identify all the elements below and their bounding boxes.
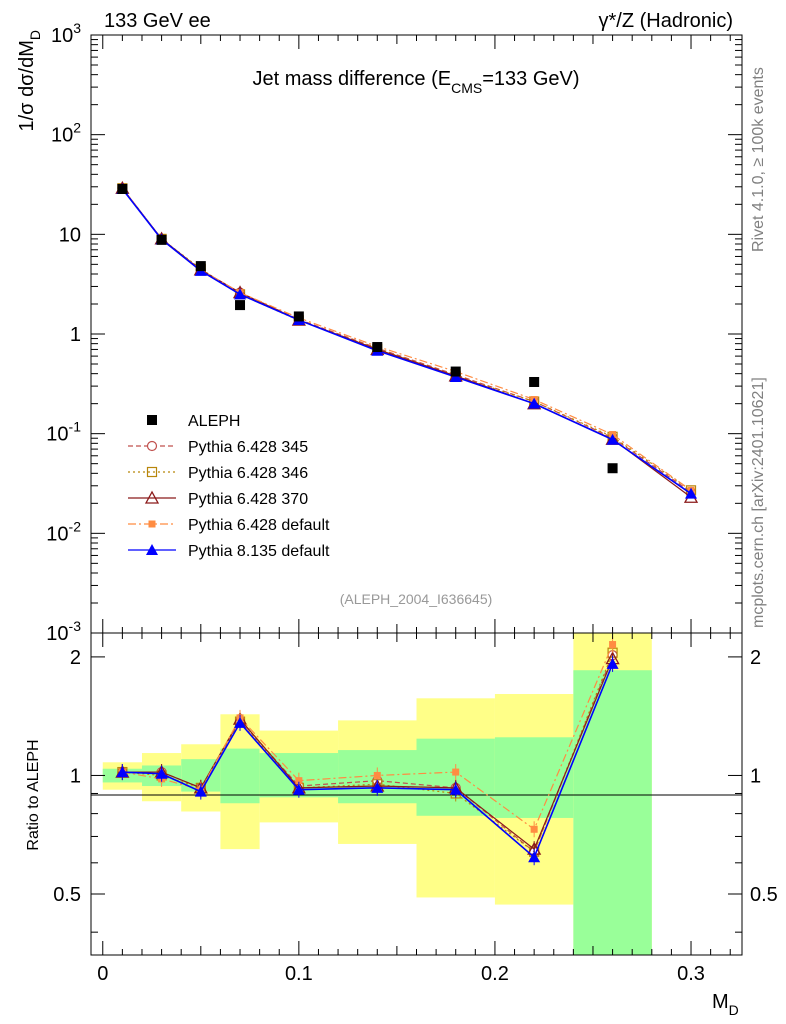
legend-marker-aleph <box>147 415 157 425</box>
main-series-line <box>121 188 692 495</box>
aleph-data-point <box>529 376 540 387</box>
main-title: Jet mass difference (ECMS=133 GeV) <box>252 68 579 96</box>
main-y-tick-label: 103 <box>51 20 81 47</box>
legend-marker <box>146 544 158 555</box>
ratio-series-layer <box>115 636 620 866</box>
aleph-data-point <box>156 234 167 245</box>
rivet-label: Rivet 4.1.0, ≥ 100k events <box>750 67 767 252</box>
header-right-label: γ*/Z (Hadronic) <box>599 10 733 32</box>
ratio-y-axis-label: Ratio to ALEPH <box>25 739 42 850</box>
ratio-series-point <box>452 768 460 776</box>
aleph-data-point <box>235 300 246 311</box>
ratio-series-point <box>116 766 129 778</box>
aleph-data-point <box>372 342 383 353</box>
legend-marker <box>144 490 160 504</box>
ratio-band-inner <box>573 670 652 955</box>
main-series-point <box>234 288 247 300</box>
legend-entry-label: Pythia 6.428 346 <box>188 465 308 482</box>
main-y-axis-label-sub: D <box>27 30 43 40</box>
legend-marker <box>146 466 158 478</box>
ratio-series-point <box>449 783 462 795</box>
ratio-tick-layer: 0.5 0.5 1 1 2 2 0 0.1 0.2 0.3 <box>53 633 778 985</box>
ratio-series-line <box>122 654 614 853</box>
legend-marker <box>148 520 156 528</box>
main-title-tail: =133 GeV) <box>482 68 579 90</box>
ratio-series-point <box>530 825 538 833</box>
main-y-tick-label: 10-1 <box>46 419 81 446</box>
ratio-y-tick-label-right: 0.5 <box>750 884 778 906</box>
ratio-series-point <box>295 777 303 785</box>
legend-marker <box>146 440 158 452</box>
ratio-panel: 0.5 0.5 1 1 2 2 0 0.1 0.2 0.3 Ratio to ALEPH MD <box>25 632 778 1018</box>
legend-entry-label: Pythia 8.135 default <box>188 543 330 560</box>
aleph-data-point <box>117 184 128 195</box>
aleph-data-point <box>293 311 304 322</box>
legend-entry-label: Pythia 6.428 345 <box>188 439 308 456</box>
main-title-sub: CMS <box>451 80 482 96</box>
legend-entry-label: Pythia 6.428 370 <box>188 491 308 508</box>
header-left-label: 133 GeV ee <box>104 10 211 32</box>
ratio-series-point <box>155 767 168 779</box>
ratio-y-tick-label-right: 1 <box>750 765 761 787</box>
ratio-series-point <box>292 783 305 795</box>
main-y-tick-label: 10-2 <box>46 518 81 545</box>
analysis-id: (ALEPH_2004_I636645) <box>340 591 493 607</box>
main-series-line <box>121 187 692 491</box>
x-tick-label: 0.3 <box>677 963 705 985</box>
main-series-layer <box>115 180 699 503</box>
main-y-axis-label-text: 1/σ dσ/dM <box>16 40 38 131</box>
main-series-point <box>528 397 541 409</box>
legend-entry-label: ALEPH <box>188 413 240 430</box>
main-series-point <box>685 487 698 499</box>
ratio-series-point <box>606 657 619 669</box>
ratio-band-inner <box>494 737 574 818</box>
main-title-text: Jet mass difference (E <box>252 68 451 90</box>
main-panel: 10-3 10-2 10-1 1 10 102 103 Jet mass differenc… <box>16 20 743 645</box>
aleph-data-point <box>607 463 618 474</box>
x-axis-label: MD <box>712 991 739 1018</box>
x-tick-label: 0.2 <box>481 963 509 985</box>
aleph-data-point <box>450 366 461 377</box>
x-axis-label-text: M <box>712 991 729 1013</box>
ratio-series-point <box>528 851 541 863</box>
main-y-tick-label: 102 <box>51 120 81 147</box>
ratio-y-tick-label: 0.5 <box>53 884 81 906</box>
x-tick-label: 0.1 <box>285 963 313 985</box>
ratio-y-tick-label: 1 <box>70 765 81 787</box>
ratio-series-point <box>194 785 207 797</box>
ratio-y-tick-label-right: 2 <box>750 647 761 669</box>
ratio-series-line <box>122 644 614 831</box>
ratio-series-point <box>371 781 384 793</box>
ratio-bands-layer <box>102 633 652 955</box>
ratio-y-tick-label: 2 <box>70 647 81 669</box>
main-tick-layer: 10-3 10-2 10-1 1 10 102 103 <box>46 20 742 645</box>
legend-entry-label: Pythia 6.428 default <box>188 517 330 534</box>
legend: ALEPH Pythia 6.428 345 Pythia 6.428 346 Pyt… <box>128 413 330 560</box>
main-y-tick-label: 10-3 <box>46 618 81 645</box>
aleph-data-point <box>195 261 206 272</box>
main-y-axis-label: 1/σ dσ/dMD <box>16 30 43 132</box>
main-y-tick-label: 1 <box>70 324 81 346</box>
ratio-series-point <box>234 716 247 728</box>
ratio-series-point <box>373 771 381 779</box>
main-series-point <box>606 433 619 445</box>
mcplots-label: mcplots.cern.ch [arXiv:2401.10621] <box>750 377 767 628</box>
ratio-series-point <box>609 641 617 649</box>
ratio-band-inner <box>220 748 260 804</box>
main-y-tick-label: 10 <box>59 224 81 246</box>
x-tick-label: 0 <box>97 963 108 985</box>
x-axis-label-sub: D <box>729 1002 739 1018</box>
